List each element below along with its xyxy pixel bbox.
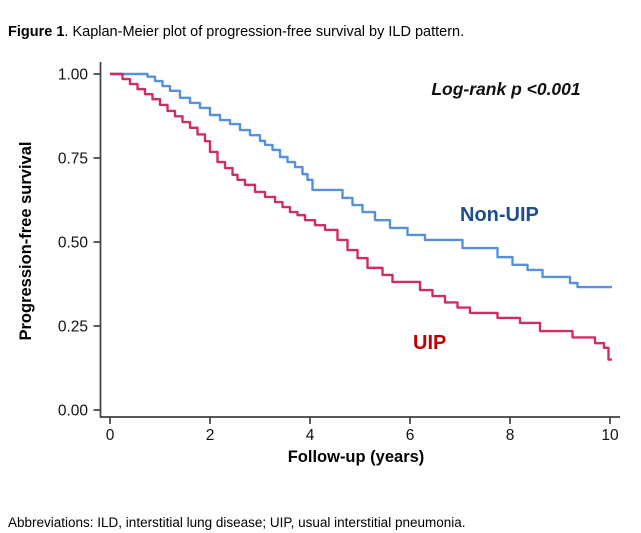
series-layer xyxy=(110,72,612,361)
figure-caption-text: . Kaplan-Meier plot of progression-free … xyxy=(64,23,465,40)
x-tick-label: 4 xyxy=(306,427,315,444)
abbreviations-footnote: Abbreviations: ILD, interstitial lung di… xyxy=(8,514,466,530)
logrank-annotation: Log-rank p <0.001 xyxy=(431,79,580,99)
x-tick-label: 10 xyxy=(601,427,619,444)
axis-lines xyxy=(99,62,620,418)
uip-curve xyxy=(110,72,612,361)
y-tick-label: 0.25 xyxy=(58,319,88,336)
y-tick-label: 1.00 xyxy=(58,67,89,84)
x-tick-label: 0 xyxy=(106,427,115,444)
non-uip-curve xyxy=(110,72,612,289)
y-tick-label: 0.75 xyxy=(58,151,88,168)
km-chart: 0.00 0.25 0.50 0.75 1.00 0 2 4 6 8 10 Log-rank p <… xyxy=(17,62,620,466)
x-tick-label: 2 xyxy=(206,427,215,444)
x-tick-label: 8 xyxy=(506,427,515,444)
y-tick-label: 0.00 xyxy=(58,403,89,420)
figure-caption: Figure 1. Kaplan-Meier plot of progressi… xyxy=(8,23,628,41)
axes-layer: 0.00 0.25 0.50 0.75 1.00 0 2 4 6 8 10 xyxy=(58,62,620,444)
x-tick-label: 6 xyxy=(406,427,415,444)
x-axis-title: Follow-up (years) xyxy=(288,448,425,466)
uip-curve-label: UIP xyxy=(413,332,446,354)
y-tick-label: 0.50 xyxy=(58,235,89,252)
y-axis-title: Progression-free survival xyxy=(17,142,35,341)
non-uip-curve-label: Non-UIP xyxy=(460,204,539,226)
figure-caption-number: Figure 1 xyxy=(8,23,65,40)
